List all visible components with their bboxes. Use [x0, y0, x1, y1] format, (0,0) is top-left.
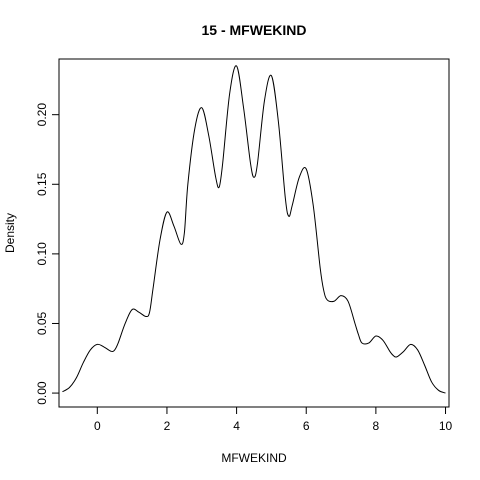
density-curve — [62, 66, 445, 393]
chart-title: 15 - MFWEKIND — [202, 22, 307, 38]
y-tick-label: 0.20 — [35, 103, 49, 127]
x-tick-label: 2 — [164, 419, 171, 433]
y-axis-label: Density — [3, 213, 17, 253]
y-tick-label: 0.00 — [35, 381, 49, 405]
x-axis: 0 2 4 6 8 10 — [94, 407, 453, 433]
y-tick-label: 0.05 — [35, 311, 49, 335]
x-tick-label: 8 — [373, 419, 380, 433]
plot-frame — [59, 59, 449, 407]
x-tick-label: 6 — [303, 419, 310, 433]
x-axis-label: MFWEKIND — [221, 451, 287, 465]
x-tick-label: 0 — [94, 419, 101, 433]
y-axis: 0.00 0.05 0.10 0.15 0.20 — [35, 103, 59, 405]
y-tick-label: 0.10 — [35, 242, 49, 266]
y-tick-label: 0.15 — [35, 172, 49, 196]
x-tick-label: 4 — [233, 419, 240, 433]
x-tick-label: 10 — [439, 419, 453, 433]
